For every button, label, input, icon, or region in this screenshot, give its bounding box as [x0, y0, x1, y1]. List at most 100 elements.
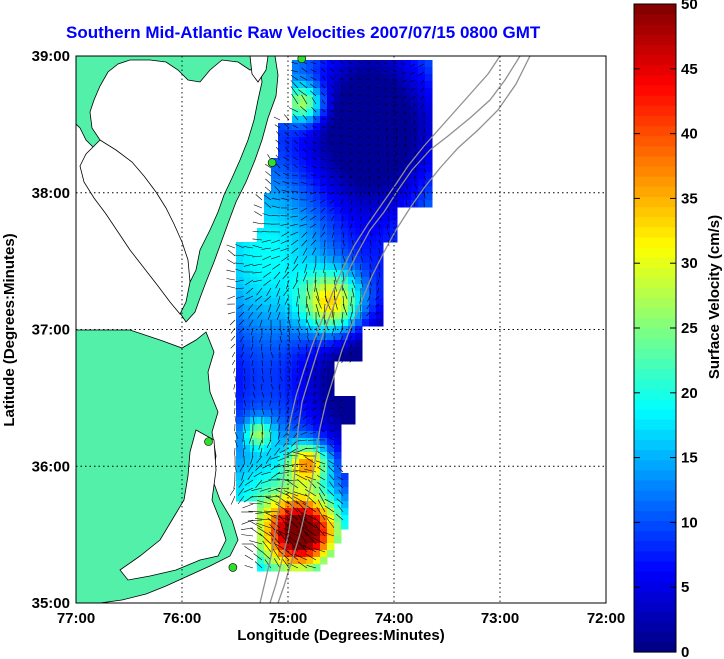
velocity-vector: [385, 127, 389, 131]
velocity-cell: [362, 186, 370, 194]
velocity-cell: [369, 158, 377, 166]
velocity-cell: [271, 536, 279, 544]
velocity-cell: [369, 200, 377, 208]
velocity-vector: [249, 502, 263, 505]
title-text: Southern Mid-Atlantic Raw Velocities 200…: [66, 23, 541, 42]
velocity-vector: [357, 86, 362, 89]
velocity-vector: [259, 533, 272, 545]
velocity-cell: [299, 256, 307, 264]
velocity-cell: [313, 102, 321, 110]
velocity-vector: [340, 93, 344, 97]
colorbar-cell: [634, 186, 676, 197]
velocity-cell: [313, 88, 321, 96]
velocity-vector: [378, 239, 382, 246]
velocity-vector: [319, 430, 326, 433]
velocity-cell: [425, 60, 433, 68]
velocity-cell: [250, 459, 258, 467]
velocity-cell: [264, 193, 272, 201]
velocity-cell: [320, 235, 328, 243]
velocity-vector: [275, 154, 281, 161]
velocity-cell: [243, 473, 251, 481]
velocity-vector: [310, 239, 317, 246]
velocity-cell: [243, 249, 251, 257]
velocity-cell: [320, 158, 328, 166]
velocity-vector: [274, 171, 281, 177]
velocity-cell: [425, 116, 433, 124]
velocity-cell: [376, 284, 384, 292]
velocity-cell: [243, 277, 251, 285]
velocity-vector: [386, 135, 389, 140]
velocity-cell: [243, 417, 251, 425]
velocity-cell: [299, 221, 307, 229]
velocity-cell: [383, 81, 391, 89]
velocity-vector: [301, 239, 308, 247]
velocity-cell: [369, 95, 377, 103]
velocity-vector: [314, 279, 317, 292]
velocity-cell: [236, 340, 244, 348]
velocity-vector: [339, 399, 344, 401]
velocity-vector: [296, 295, 299, 307]
velocity-vector: [401, 71, 407, 74]
velocity-cell: [299, 445, 307, 453]
velocity-cell: [264, 529, 272, 537]
velocity-cell: [292, 81, 300, 89]
velocity-vector: [376, 135, 380, 139]
velocity-vector: [369, 207, 372, 213]
velocity-vector: [348, 94, 353, 97]
velocity-cell: [264, 368, 272, 376]
velocity-vector: [330, 110, 335, 113]
velocity-vector: [250, 351, 254, 359]
velocity-cell: [334, 214, 342, 222]
velocity-cell: [355, 207, 363, 215]
velocity-cell: [236, 263, 244, 271]
velocity-cell: [292, 242, 300, 250]
velocity-cell: [306, 298, 314, 306]
velocity-vector: [235, 295, 245, 299]
velocity-vector: [271, 215, 281, 217]
map-plot-area: [76, 56, 606, 603]
velocity-vector: [342, 255, 346, 263]
velocity-cell: [383, 179, 391, 187]
velocity-cell: [355, 67, 363, 75]
velocity-cell: [257, 438, 265, 446]
velocity-cell: [404, 74, 412, 82]
velocity-cell: [334, 515, 342, 523]
velocity-cell: [362, 256, 370, 264]
velocity-cell: [313, 172, 321, 180]
velocity-vector: [297, 335, 301, 343]
velocity-cell: [327, 487, 335, 495]
velocity-cell: [278, 452, 286, 460]
velocity-vector: [351, 271, 356, 280]
velocity-cell: [292, 347, 300, 355]
velocity-cell: [285, 151, 293, 159]
velocity-vector: [420, 95, 425, 100]
velocity-cell: [313, 543, 321, 551]
velocity-cell: [341, 417, 349, 425]
velocity-cell: [250, 333, 258, 341]
velocity-vector: [272, 263, 281, 270]
velocity-cell: [285, 249, 293, 257]
velocity-vector: [283, 287, 290, 297]
velocity-cell: [348, 291, 356, 299]
velocity-cell: [306, 508, 314, 516]
velocity-cell: [264, 291, 272, 299]
velocity-cell: [236, 291, 244, 299]
velocity-vector: [296, 539, 308, 553]
velocity-cell: [348, 305, 356, 313]
velocity-vector: [338, 467, 344, 473]
velocity-cell: [390, 207, 398, 215]
velocity-cell: [397, 102, 405, 110]
velocity-cell: [348, 354, 356, 362]
velocity-cell: [278, 382, 286, 390]
velocity-vector: [336, 498, 344, 505]
velocity-cell: [243, 284, 251, 292]
velocity-cell: [341, 186, 349, 194]
velocity-cell: [348, 228, 356, 236]
velocity-vector: [376, 151, 380, 155]
velocity-cell: [257, 410, 265, 418]
velocity-vector: [349, 223, 353, 230]
velocity-cell: [362, 284, 370, 292]
velocity-cell: [306, 480, 314, 488]
velocity-cell: [250, 340, 258, 348]
velocity-cell: [320, 445, 328, 453]
